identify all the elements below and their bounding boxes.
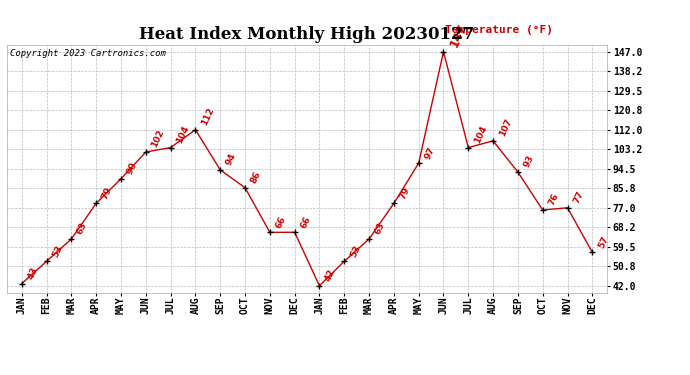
Text: 42: 42: [324, 268, 337, 283]
Text: 147: 147: [448, 21, 470, 49]
Text: 57: 57: [596, 234, 610, 250]
Text: 93: 93: [522, 154, 535, 170]
Text: 79: 79: [398, 185, 411, 201]
Text: 104: 104: [473, 124, 489, 145]
Text: 63: 63: [373, 221, 386, 236]
Text: 77: 77: [572, 190, 585, 205]
Text: 63: 63: [76, 221, 89, 236]
Text: 112: 112: [199, 106, 216, 127]
Text: 104: 104: [175, 124, 191, 145]
Text: 76: 76: [547, 192, 560, 207]
Text: 79: 79: [100, 185, 114, 201]
Text: 86: 86: [249, 170, 263, 185]
Text: 97: 97: [423, 145, 436, 160]
Text: 102: 102: [150, 129, 166, 149]
Text: 66: 66: [274, 214, 288, 230]
Text: 107: 107: [497, 117, 513, 138]
Title: Heat Index Monthly High 20230127: Heat Index Monthly High 20230127: [139, 27, 475, 44]
Text: 94: 94: [224, 152, 238, 167]
Text: 66: 66: [299, 214, 313, 230]
Text: 90: 90: [125, 161, 139, 176]
Text: Copyright 2023 Cartronics.com: Copyright 2023 Cartronics.com: [10, 49, 166, 58]
Text: 53: 53: [348, 243, 362, 258]
Text: 53: 53: [51, 243, 64, 258]
Text: Temperature (°F): Temperature (°F): [445, 25, 553, 35]
Text: 43: 43: [26, 266, 39, 281]
